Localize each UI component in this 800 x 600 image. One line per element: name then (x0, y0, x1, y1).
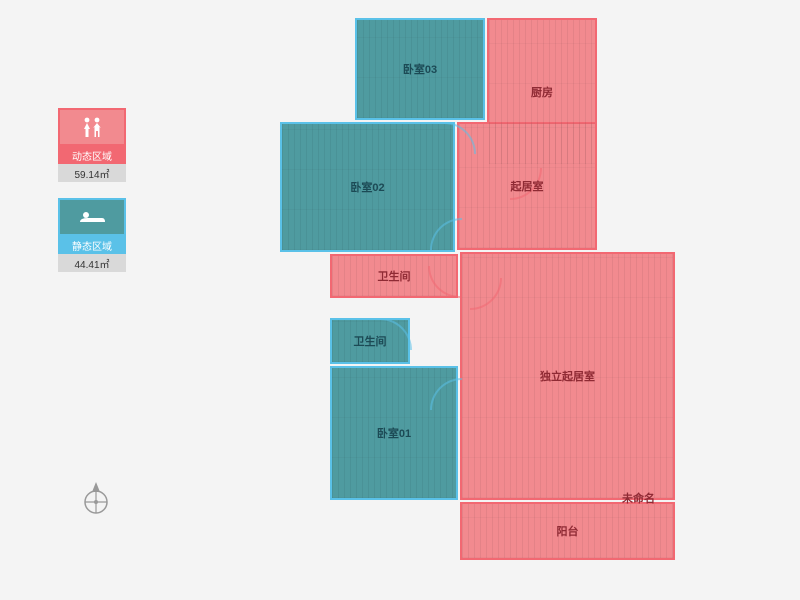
legend-dynamic: 动态区域 59.14㎡ (58, 108, 126, 182)
room-label-bedroom03: 卧室03 (403, 61, 437, 77)
legend-dynamic-icon (58, 108, 126, 146)
room-bedroom03: 卧室03 (355, 18, 485, 120)
legend-static-value: 44.41㎡ (58, 254, 126, 272)
extra-label: 未命名 (622, 490, 655, 506)
room-label-bedroom02: 卧室02 (350, 179, 384, 195)
room-label-indliving: 独立起居室 (540, 368, 595, 384)
room-balcony: 阳台 (460, 502, 675, 560)
legend-panel: 动态区域 59.14㎡ 静态区域 44.41㎡ (58, 108, 126, 288)
room-label-kitchen: 厨房 (531, 84, 553, 100)
legend-static: 静态区域 44.41㎡ (58, 198, 126, 272)
legend-dynamic-label: 动态区域 (58, 146, 126, 164)
room-label-living: 起居室 (511, 178, 544, 194)
room-label-bedroom01: 卧室01 (377, 425, 411, 441)
room-living: 起居室 (457, 122, 597, 250)
people-icon (79, 116, 105, 138)
legend-dynamic-value: 59.14㎡ (58, 164, 126, 182)
room-label-balcony: 阳台 (557, 523, 579, 539)
compass-icon (76, 480, 116, 525)
room-label-bath1: 卫生间 (378, 268, 411, 284)
room-bedroom02: 卧室02 (280, 122, 455, 252)
sleep-icon (78, 208, 106, 226)
legend-static-icon (58, 198, 126, 236)
legend-static-label: 静态区域 (58, 236, 126, 254)
floorplan-canvas: 卧室03厨房卧室02起居室卫生间卫生间独立起居室卧室01阳台未命名 (280, 18, 675, 576)
room-label-bath2: 卫生间 (354, 333, 387, 349)
